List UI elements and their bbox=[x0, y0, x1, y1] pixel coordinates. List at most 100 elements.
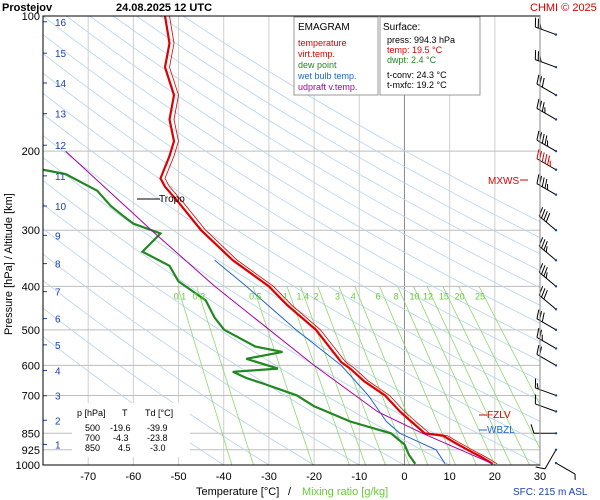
dry-adiabat-line bbox=[43, 253, 360, 465]
mixing-ratio-line bbox=[300, 286, 366, 465]
mixing-ratio-line bbox=[252, 286, 314, 465]
mixing-ratio-line bbox=[413, 286, 496, 465]
mixing-ratio-label: 20 bbox=[455, 291, 465, 301]
wind-barb-staff bbox=[535, 403, 557, 412]
mixing-ratio-label: 4 bbox=[351, 291, 356, 301]
legend-item-wet-bulb: wet bulb temp. bbox=[297, 71, 357, 81]
mixing-ratio-label: 8 bbox=[394, 291, 399, 301]
legend-box bbox=[293, 16, 379, 96]
wind-barb-feather bbox=[541, 288, 546, 298]
wind-barb-feather bbox=[544, 178, 548, 189]
wind-barb bbox=[530, 424, 558, 435]
mixing-ratio-label: 2 bbox=[314, 291, 319, 301]
wind-barb-base bbox=[554, 193, 558, 196]
dry-adiabat-line bbox=[112, 16, 540, 272]
wind-barb-feather bbox=[536, 99, 540, 109]
mixing-ratio-label: 0.1 bbox=[174, 291, 187, 301]
axis-ticks: 0.1 0.2 0.5 1 1.4 2 3 4 6 8 10 12 15 20 25-70 -60 -50 -40… bbox=[16, 11, 547, 483]
sounding-datetime: 24.08.2025 12 UTC bbox=[116, 2, 212, 14]
x-tick-label: -70 bbox=[80, 471, 96, 483]
mixing-ratio-line bbox=[286, 286, 350, 465]
wind-barb-base bbox=[554, 461, 558, 465]
wind-barb-base bbox=[554, 149, 558, 153]
mixing-ratio-line bbox=[458, 286, 540, 450]
dry-adiabat-line bbox=[159, 16, 540, 239]
wind-barb-feather bbox=[543, 290, 548, 300]
altitude-tick-label: 1 bbox=[55, 440, 61, 451]
wind-barb-base bbox=[554, 448, 558, 451]
tropo-label: Tropo bbox=[159, 194, 185, 205]
dry-adiabat-line bbox=[183, 16, 540, 223]
wind-barb bbox=[535, 448, 558, 470]
altitude-tick-label: 4 bbox=[55, 367, 61, 378]
surface-title: Surface: bbox=[383, 22, 420, 33]
wind-barb-feather bbox=[544, 153, 548, 164]
dry-adiabat-line bbox=[66, 16, 540, 306]
wind-barb-base bbox=[554, 229, 558, 232]
altitude-tick-label: 7 bbox=[55, 288, 61, 299]
pressure-tick-label: 300 bbox=[22, 225, 40, 237]
wind-barb-feather bbox=[536, 309, 540, 319]
pressure-tick-label: 600 bbox=[22, 360, 40, 372]
wind-barb-staff bbox=[555, 462, 576, 475]
altitude-tick-label: 3 bbox=[55, 392, 61, 403]
surface-tmxfc: t-mxfc: 19.2 °C bbox=[387, 80, 447, 90]
wind-barb-base bbox=[554, 168, 558, 171]
wind-barb-feather bbox=[536, 344, 540, 355]
series-temperature-line bbox=[159, 16, 494, 465]
mixing-ratio-label: 0.5 bbox=[249, 291, 262, 301]
wind-barb-staff bbox=[535, 26, 557, 36]
pressure-tick-label: 850 bbox=[22, 428, 40, 440]
wind-barb-base bbox=[554, 347, 558, 350]
pressure-tick-label: 100 bbox=[22, 11, 40, 23]
mixing-ratio-line bbox=[317, 286, 386, 465]
surface-tconv: t-conv: 24.3 °C bbox=[387, 70, 447, 80]
pressure-tick-label: 500 bbox=[22, 325, 40, 337]
wind-barb-base bbox=[554, 65, 558, 69]
y-axis-label-pressure: Pressure [hPa] / Altitude [km] bbox=[3, 193, 15, 335]
x-tick-label: -40 bbox=[216, 471, 232, 483]
legend-title: EMAGRAM bbox=[298, 22, 350, 33]
wind-barb-staff bbox=[544, 449, 557, 470]
wind-barb-feather bbox=[536, 74, 540, 85]
wind-barb-feather bbox=[541, 265, 546, 275]
mixing-ratio-line bbox=[397, 286, 477, 465]
wind-barb-feather bbox=[536, 130, 540, 141]
altitude-tick-label: 16 bbox=[55, 18, 67, 29]
series-wet-bulb-temp-line bbox=[214, 259, 446, 465]
dry-adiabat-line bbox=[43, 113, 540, 422]
mixing-ratio-label: 0.2 bbox=[193, 291, 206, 301]
wind-barb-feather bbox=[545, 272, 548, 279]
wind-barb-feather bbox=[541, 177, 545, 187]
series-dew-point-line bbox=[43, 168, 417, 465]
wind-barb-feather bbox=[544, 135, 548, 145]
sfc-label: SFC: 215 m ASL bbox=[513, 487, 588, 498]
wind-barb bbox=[538, 237, 558, 262]
surface-dwpt: dwpt: 2.4 °C bbox=[387, 55, 437, 65]
fzlv-label: FZLV bbox=[487, 410, 511, 421]
wind-barb-base bbox=[554, 259, 558, 262]
wind-barb-feather bbox=[541, 209, 546, 219]
table-row-500-td: -39.9 bbox=[147, 423, 168, 433]
altitude-tick-label: 15 bbox=[55, 49, 67, 60]
dry-adiabat-line bbox=[43, 92, 540, 402]
wind-barb-base bbox=[554, 118, 558, 121]
table-row-700-p: 700 bbox=[85, 433, 100, 443]
table-row-850-p: 850 bbox=[85, 443, 100, 453]
table-row-500-p: 500 bbox=[85, 423, 100, 433]
x-tick-label: -30 bbox=[261, 471, 277, 483]
x-axis-label-mixing: Mixing ratio [g/kg] bbox=[302, 486, 388, 498]
wind-barb-feather bbox=[536, 174, 540, 184]
x-tick-label: -50 bbox=[171, 471, 187, 483]
table-row-850-t: 4.5 bbox=[118, 443, 131, 453]
legend-item-updraft: udpraft v.temp. bbox=[298, 82, 357, 92]
wind-barb-feather bbox=[541, 133, 545, 144]
table-header-t: T bbox=[122, 408, 128, 418]
wind-barb-base bbox=[554, 410, 558, 413]
dry-adiabat-line bbox=[43, 135, 540, 444]
dry-adiabat-line bbox=[43, 16, 540, 324]
wind-barb-feather bbox=[535, 466, 546, 470]
mixing-ratio-label: 6 bbox=[376, 291, 381, 301]
table-row-700-t: -4.3 bbox=[113, 433, 129, 443]
wind-barb bbox=[534, 17, 558, 36]
